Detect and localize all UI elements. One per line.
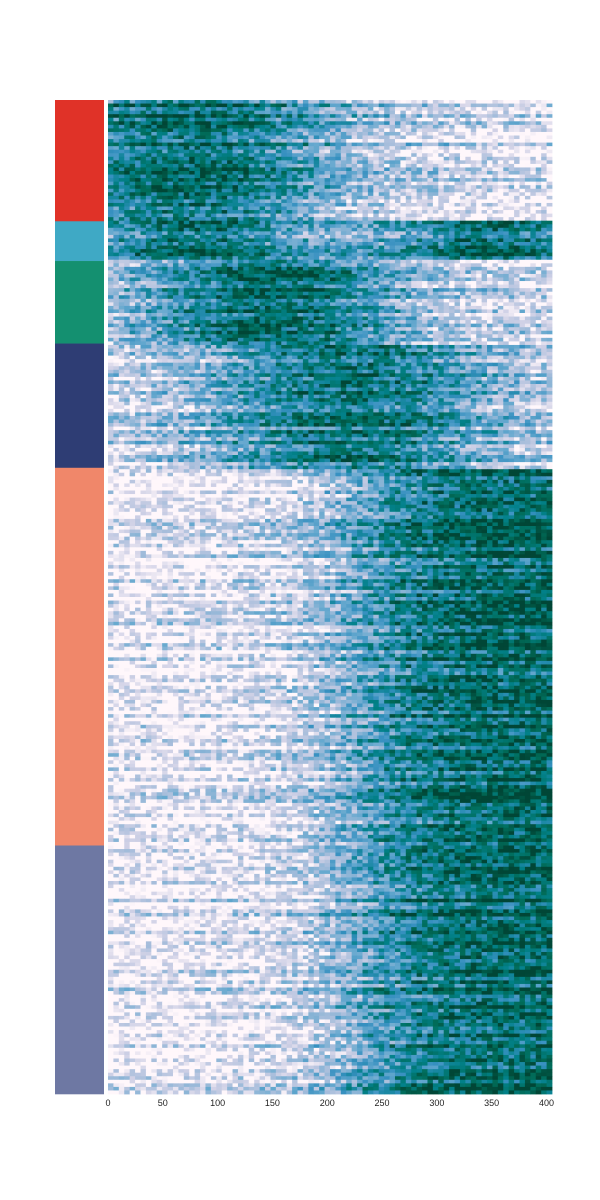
row-group-4 [55, 343, 104, 469]
x-tick-label: 50 [158, 1098, 168, 1108]
x-tick-label: 300 [429, 1098, 444, 1108]
heatmap-cells [108, 100, 553, 1095]
x-tick-label: 200 [320, 1098, 335, 1108]
x-tick-label: 0 [105, 1098, 110, 1108]
row-group-5 [55, 467, 104, 846]
x-tick-label: 150 [265, 1098, 280, 1108]
x-tick-label: 100 [210, 1098, 225, 1108]
x-tick-label: 400 [539, 1098, 554, 1108]
row-group-2 [55, 221, 104, 262]
x-tick-label: 350 [484, 1098, 499, 1108]
x-tick-label: 250 [375, 1098, 390, 1108]
row-group-1 [55, 100, 104, 222]
x-axis: 0 50 100 150 200 250 300 350 400 [105, 1098, 554, 1108]
row-group-6 [55, 845, 104, 1095]
row-group-3 [55, 261, 104, 344]
row-group-annotation-bar [55, 100, 104, 1095]
